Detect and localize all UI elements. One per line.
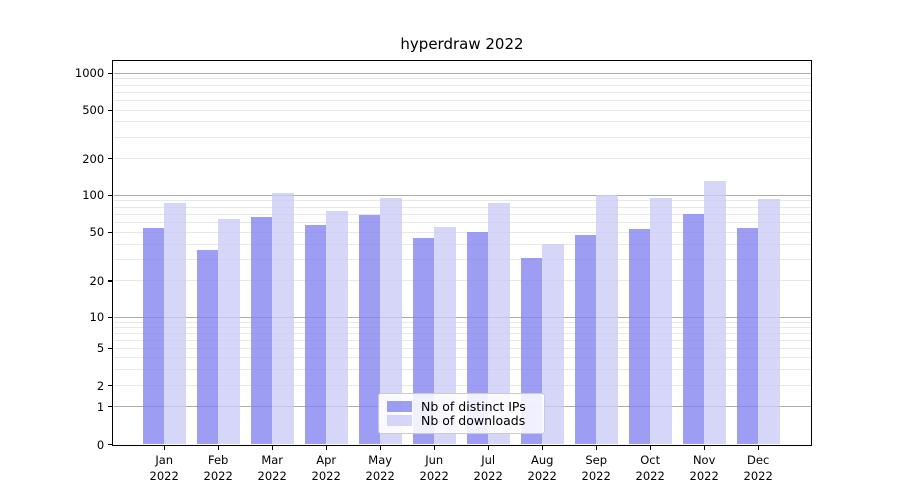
x-tick-mark (271, 445, 273, 450)
x-tick-label-mar: Mar 2022 (257, 452, 287, 483)
x-tick-mark (487, 445, 489, 450)
x-tick-label-apr: Apr 2022 (311, 452, 341, 483)
x-tick-label-may: May 2022 (365, 452, 395, 483)
y-tick-label: 1 (96, 399, 105, 414)
bar-downloads-jun (434, 227, 456, 445)
y-tick-label: 20 (89, 273, 105, 288)
x-tick-label-jul: Jul 2022 (473, 452, 503, 483)
bar-distinct-ips-feb (196, 249, 219, 445)
y-tick-mark (108, 385, 113, 387)
legend-item-distinct-ips: Nb of distinct IPs (387, 399, 536, 414)
y-tick-label: 50 (89, 225, 105, 240)
bar-distinct-ips-dec (736, 228, 759, 445)
bar-distinct-ips-jun (412, 237, 435, 445)
bar-downloads-apr (326, 210, 348, 445)
bar-downloads-jul (488, 203, 510, 445)
bar-distinct-ips-jul (466, 232, 489, 445)
x-tick-label-feb: Feb 2022 (203, 452, 233, 483)
bar-downloads-oct (650, 198, 672, 445)
plot-area-frame (112, 60, 812, 446)
x-tick-mark (217, 445, 219, 450)
bar-downloads-may (380, 198, 402, 445)
x-tick-mark (433, 445, 435, 450)
y-tick-mark (108, 444, 113, 446)
bar-downloads-aug (542, 244, 564, 445)
bar-distinct-ips-apr (304, 225, 327, 445)
y-tick-mark (108, 406, 113, 408)
y-tick-label: 200 (82, 151, 105, 166)
bar-downloads-sep (596, 194, 618, 445)
y-tick-label: 1000 (74, 66, 105, 81)
x-tick-label-jun: Jun 2022 (419, 452, 449, 483)
x-tick-mark (325, 445, 327, 450)
bar-downloads-dec (758, 198, 780, 445)
y-tick-label: 10 (89, 310, 105, 325)
bar-distinct-ips-sep (574, 235, 597, 445)
bar-distinct-ips-oct (628, 229, 651, 445)
y-tick-mark (108, 347, 113, 350)
x-tick-label-nov: Nov 2022 (689, 452, 719, 483)
x-tick-mark (379, 445, 381, 450)
x-tick-mark (649, 445, 651, 450)
x-tick-mark (163, 445, 165, 450)
y-tick-label: 500 (82, 103, 105, 118)
y-tick-mark (108, 316, 113, 319)
x-tick-mark (757, 445, 759, 450)
x-tick-mark (703, 445, 705, 450)
y-tick-label: 2 (96, 378, 105, 393)
y-tick-label: 100 (82, 188, 105, 203)
x-tick-mark (541, 445, 543, 450)
bar-distinct-ips-jan (142, 228, 165, 445)
x-tick-label-aug: Aug 2022 (527, 452, 557, 483)
y-tick-mark (108, 72, 113, 75)
legend-item-downloads: Nb of downloads (387, 413, 536, 428)
y-tick-mark (108, 231, 113, 233)
legend: Nb of distinct IPs Nb of downloads (378, 393, 545, 434)
bar-downloads-jan (164, 203, 186, 445)
bar-distinct-ips-mar (250, 217, 273, 445)
y-tick-mark (108, 280, 113, 282)
y-tick-mark (108, 194, 113, 197)
bar-distinct-ips-nov (682, 214, 705, 445)
legend-swatch-downloads (387, 415, 412, 426)
legend-label-distinct-ips: Nb of distinct IPs (421, 399, 526, 414)
chart-title: hyperdraw 2022 (400, 35, 524, 53)
x-tick-label-oct: Oct 2022 (635, 452, 665, 483)
x-tick-mark (595, 445, 597, 450)
legend-swatch-distinct-ips (387, 401, 412, 412)
bar-downloads-nov (704, 181, 726, 445)
y-tick-label: 5 (96, 341, 105, 356)
y-tick-mark (108, 158, 113, 160)
legend-label-downloads: Nb of downloads (421, 413, 526, 428)
bar-distinct-ips-may (358, 215, 381, 445)
x-tick-label-jan: Jan 2022 (149, 452, 179, 483)
bar-downloads-mar (272, 192, 294, 445)
y-tick-mark (108, 109, 113, 111)
bar-downloads-feb (218, 219, 240, 445)
y-tick-label: 0 (96, 437, 105, 452)
x-tick-label-dec: Dec 2022 (743, 452, 773, 483)
x-tick-label-sep: Sep 2022 (581, 452, 611, 483)
